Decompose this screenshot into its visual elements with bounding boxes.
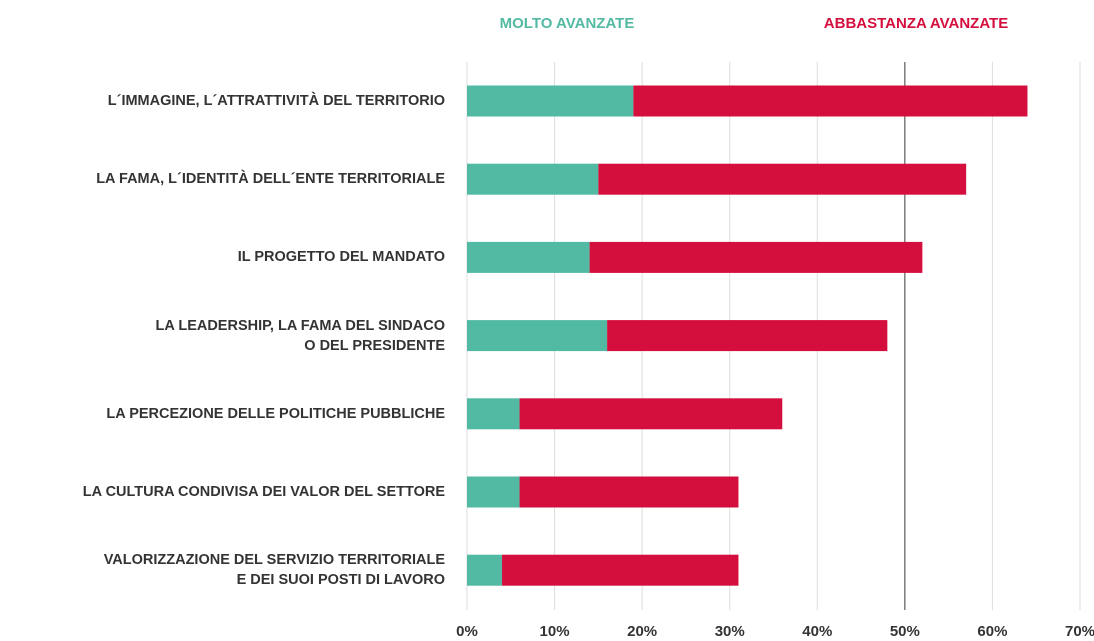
legend-label: MOLTO AVANZATE xyxy=(500,15,635,32)
category-label: LA CULTURA CONDIVISA DEI VALOR DEL SETTO… xyxy=(82,484,445,500)
category-label: VALORIZZAZIONE DEL SERVIZIO TERRITORIALE… xyxy=(103,552,445,589)
x-tick-label: 10% xyxy=(540,623,570,640)
bar-segment xyxy=(467,163,599,195)
bar-segment xyxy=(502,554,739,586)
category-label: LA LEADERSHIP, LA FAMA DEL SINDACO O DEL… xyxy=(155,317,445,354)
bar-segment xyxy=(467,398,520,430)
x-tick-label: 50% xyxy=(890,623,920,640)
bar-segment xyxy=(633,85,1028,117)
x-tick-label: 70% xyxy=(1065,623,1094,640)
legend-label: ABBASTANZA AVANZATE xyxy=(824,15,1008,32)
bar-segment xyxy=(467,85,634,117)
category-label: L´IMMAGINE, L´ATTRATTIVITÀ DEL TERRITORI… xyxy=(107,93,445,109)
x-tick-label: 0% xyxy=(456,623,478,640)
bar-segment xyxy=(607,320,888,352)
category-label: LA FAMA, L´IDENTITÀ DELL´ENTE TERRITORIA… xyxy=(96,171,445,188)
bar-segment xyxy=(519,476,739,508)
category-label: IL PROGETTO DEL MANDATO xyxy=(237,249,445,266)
x-tick-label: 30% xyxy=(715,623,745,640)
x-tick-label: 60% xyxy=(977,623,1007,640)
x-tick-label: 40% xyxy=(802,623,832,640)
bar-segment xyxy=(589,241,923,273)
bar-segment xyxy=(467,476,520,508)
bar-segment xyxy=(467,320,608,352)
bar-segment xyxy=(519,398,783,430)
bar-segment xyxy=(598,163,967,195)
x-tick-label: 20% xyxy=(627,623,657,640)
category-label: LA PERCEZIONE DELLE POLITICHE PUBBLICHE xyxy=(106,405,445,422)
bar-segment xyxy=(467,241,590,273)
bar-segment xyxy=(467,554,503,586)
